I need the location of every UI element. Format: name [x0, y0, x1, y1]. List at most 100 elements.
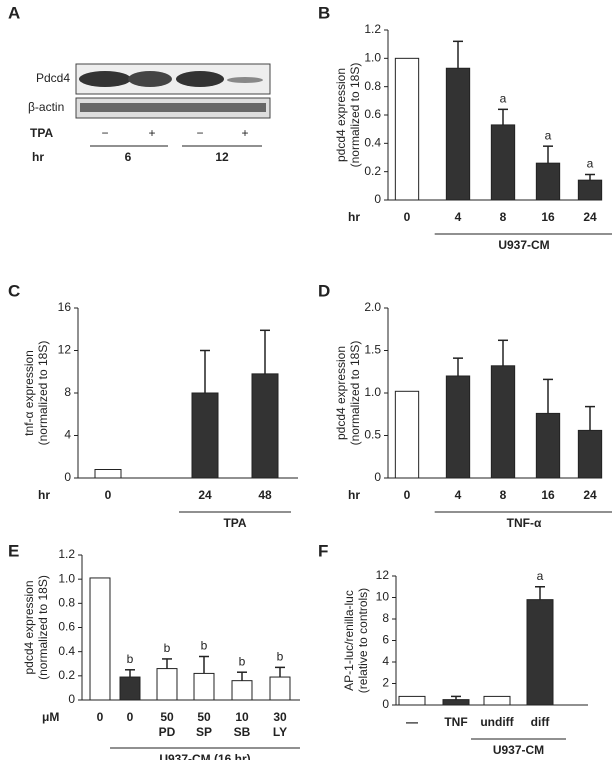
x-tick-label: — — [406, 715, 418, 729]
bar — [94, 469, 122, 479]
y-tick-label: 1.5 — [364, 343, 381, 357]
y-axis-label: (normalized to 18S) — [36, 341, 50, 446]
x-row-label: hr — [348, 488, 360, 502]
y-tick-label: 10 — [376, 590, 390, 604]
y-tick-label: 0.4 — [58, 644, 75, 658]
x-tick-label: diff — [531, 715, 551, 729]
y-tick-label: 12 — [58, 343, 72, 357]
y-axis-label: tnf-α expression — [22, 350, 36, 436]
blot-row-label: Pdcd4 — [36, 71, 70, 85]
group-label: TNF-α — [507, 516, 542, 530]
panel-a: A Pdcd4 β-actin TPA − + − + hr 6 12 — [8, 3, 271, 164]
y-tick-label: 0 — [68, 692, 75, 706]
x-tick-label: 0 — [404, 210, 411, 224]
treatment-label: TPA — [30, 126, 53, 140]
bar — [398, 695, 426, 706]
y-tick-label: 8 — [64, 385, 71, 399]
y-tick-label: 0 — [382, 697, 389, 711]
y-tick-label: 12 — [376, 568, 390, 582]
bar — [526, 599, 554, 706]
y-tick-label: 2.0 — [364, 300, 381, 314]
x-tick-label: 4 — [455, 488, 462, 502]
time-label: hr — [32, 150, 44, 164]
annotation: b — [277, 650, 284, 664]
bar — [442, 699, 470, 706]
group-label: U937-CM — [498, 238, 549, 252]
bar — [445, 67, 471, 201]
y-tick-label: 6 — [382, 633, 389, 647]
y-axis-label: AP-1-luc/renilla-luc — [342, 590, 356, 691]
band — [176, 71, 224, 87]
treatment: − — [101, 126, 108, 140]
annotation: a — [587, 157, 594, 171]
x-tick-label: 0 — [97, 710, 104, 724]
group-label: U937-CM — [493, 743, 544, 757]
y-tick-label: 4 — [382, 654, 389, 668]
y-tick-label: 0.4 — [364, 136, 381, 150]
bar — [577, 429, 603, 479]
panel-letter: C — [8, 281, 20, 300]
blot-row-label: β-actin — [28, 100, 64, 114]
y-axis-label: (normalized to 18S) — [348, 341, 362, 446]
band — [80, 103, 266, 112]
y-tick-label: 0.5 — [364, 428, 381, 442]
x-sub-label: SB — [234, 725, 251, 739]
x-tick-label: 50 — [197, 710, 211, 724]
time: 12 — [215, 150, 229, 164]
annotation: a — [537, 569, 544, 583]
y-axis-label: (normalized to 18S) — [348, 63, 362, 168]
y-tick-label: 1.2 — [58, 547, 75, 561]
y-axis-label: (relative to controls) — [356, 588, 370, 693]
band — [227, 77, 263, 83]
bar — [394, 390, 420, 479]
y-axis-label: (normalized to 18S) — [36, 575, 50, 680]
group-label: U937-CM (16 hr) — [159, 752, 250, 760]
panel-letter: E — [8, 541, 19, 560]
x-tick-label: 24 — [198, 488, 212, 502]
treatment: + — [148, 126, 155, 140]
y-tick-label: 4 — [64, 428, 71, 442]
band — [128, 71, 172, 87]
x-tick-label: 0 — [105, 488, 112, 502]
y-tick-label: 0 — [374, 192, 381, 206]
x-tick-label: 16 — [541, 488, 555, 502]
annotation: b — [201, 639, 208, 653]
annotation: a — [545, 128, 552, 142]
bar — [231, 680, 253, 701]
bar — [577, 179, 603, 201]
bar — [89, 577, 111, 701]
treatment: − — [196, 126, 203, 140]
bar — [490, 365, 516, 479]
annotation: a — [500, 92, 507, 106]
x-tick-label: 8 — [500, 488, 507, 502]
y-tick-label: 0.6 — [364, 107, 381, 121]
y-tick-label: 0.8 — [58, 596, 75, 610]
bar — [119, 676, 141, 701]
time: 6 — [125, 150, 132, 164]
x-tick-label: TNF — [444, 715, 467, 729]
x-tick-label: 50 — [160, 710, 174, 724]
x-tick-label: 24 — [583, 210, 597, 224]
y-tick-label: 2 — [382, 676, 389, 690]
annotation: b — [239, 654, 246, 668]
bar — [191, 392, 219, 479]
x-tick-label: 4 — [455, 210, 462, 224]
y-tick-label: 1.0 — [364, 385, 381, 399]
y-tick-label: 0.6 — [58, 620, 75, 634]
y-tick-label: 1.2 — [364, 22, 381, 36]
x-sub-label: LY — [273, 725, 287, 739]
y-tick-label: 0.2 — [364, 164, 381, 178]
x-tick-label: undiff — [480, 715, 514, 729]
bar — [156, 668, 178, 701]
y-tick-label: 0.8 — [364, 79, 381, 93]
x-tick-label: 10 — [235, 710, 249, 724]
annotation: b — [164, 641, 171, 655]
bar — [269, 676, 291, 701]
x-tick-label: 16 — [541, 210, 555, 224]
x-row-label: hr — [38, 488, 50, 502]
y-tick-label: 0.2 — [58, 668, 75, 682]
